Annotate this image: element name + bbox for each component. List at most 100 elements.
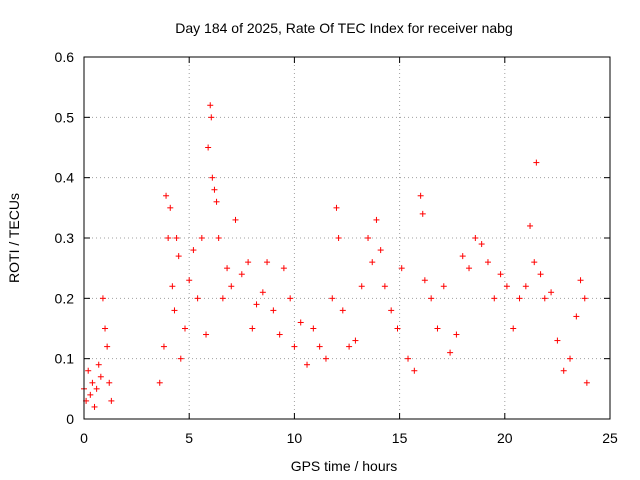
data-point [398,265,405,272]
x-tick-label: 0 [80,430,88,446]
data-point [560,367,567,374]
data-point [377,247,384,254]
data-point [335,235,342,241]
data-point [388,307,395,314]
data-point [419,210,426,217]
axes: 0 5 10 15 20 25 0 0.1 0.2 0.3 0.4 0.5 0.6 [55,49,618,446]
data-point [533,159,540,166]
data-point [205,144,212,151]
data-point [428,295,435,302]
data-point [411,367,418,374]
data-point [209,174,216,181]
data-point [522,283,529,290]
data-point [573,313,580,320]
data-point [85,367,92,374]
data-point [167,204,174,211]
data-point [478,241,485,248]
data-point [369,259,376,266]
data-point [287,295,294,302]
data-point [297,319,304,326]
data-point [567,355,574,362]
data-point [421,277,428,284]
data-point [93,385,100,392]
data-point [333,204,340,211]
data-point [213,198,220,205]
data-point [466,265,473,272]
data-point [99,295,106,302]
data-point [280,265,287,272]
data-point [583,379,590,386]
data-point [232,216,239,223]
y-tick-label: 0.5 [55,109,75,125]
y-tick-label: 0 [66,411,74,427]
data-point [358,283,365,290]
data-point [472,235,479,241]
data-point [276,331,283,338]
data-point [87,391,94,398]
data-point [211,186,218,193]
data-point [346,343,353,350]
data-point [310,325,317,332]
data-point [104,343,111,350]
data-point [503,283,510,290]
data-point [203,331,210,338]
data-point [447,349,454,356]
data-point [249,325,256,332]
data-point [106,379,113,386]
x-tick-label: 20 [497,430,513,446]
data-point [264,259,271,266]
data-point [548,289,555,296]
data-point [91,403,98,410]
data-point [198,235,205,241]
data-point [156,379,163,386]
data-point [228,283,235,290]
x-axis-label: GPS time / hours [291,458,398,474]
data-point [108,397,115,404]
data-point [516,295,523,302]
data-point [394,325,401,332]
chart-title: Day 184 of 2025, Rate Of TEC Index for r… [175,20,512,36]
data-point [304,361,311,368]
grid [84,57,610,419]
data-point [373,216,380,223]
data-point [577,277,584,284]
y-tick-label: 0.1 [55,351,75,367]
data-point [165,235,172,241]
data-point [581,295,588,302]
data-point [173,235,180,241]
data-point [339,307,346,314]
data-point [97,373,104,380]
data-point [208,114,215,121]
data-point [440,283,447,290]
data-point [541,295,548,302]
data-point [95,361,102,368]
y-tick-label: 0.2 [55,290,75,306]
data-point [102,325,109,332]
data-point [381,283,388,290]
data-point [531,259,538,266]
data-point [238,271,245,278]
data-point [245,259,252,266]
data-point [259,289,266,296]
data-point [405,355,412,362]
data-point [537,271,544,278]
data-point [175,253,182,260]
data-point [163,192,170,199]
data-point [352,337,359,344]
data-point [316,343,323,350]
x-tick-label: 25 [602,430,618,446]
data-point [554,337,561,344]
y-tick-label: 0.4 [55,170,75,186]
data-point [459,253,466,260]
data-point [215,235,222,241]
data-point [365,235,372,241]
plot-frame [83,56,611,420]
data-point [417,192,424,199]
data-point [510,325,517,332]
data-point [291,343,298,350]
data-point [527,222,534,229]
x-tick-label: 10 [287,430,303,446]
x-tick-label: 5 [185,430,193,446]
data-point [194,295,201,302]
